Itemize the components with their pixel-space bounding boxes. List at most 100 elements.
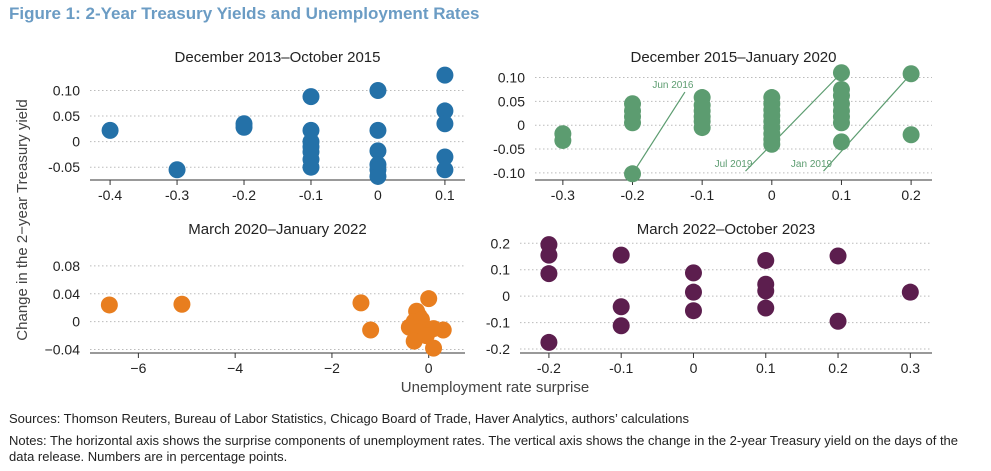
annotation-leader-line bbox=[632, 91, 686, 175]
data-point bbox=[540, 265, 558, 283]
x-tick-label: −2 bbox=[324, 360, 340, 376]
panel-title: December 2013–October 2015 bbox=[175, 49, 381, 66]
data-point bbox=[832, 64, 850, 82]
data-point bbox=[436, 66, 454, 84]
data-point bbox=[757, 251, 775, 269]
data-point bbox=[362, 321, 380, 339]
data-point bbox=[901, 283, 919, 301]
panel-title: March 2020–January 2022 bbox=[188, 221, 366, 238]
data-point bbox=[624, 165, 642, 183]
y-tick-label: 0.10 bbox=[498, 70, 525, 86]
y-tick-label: 0 bbox=[72, 134, 80, 150]
data-point bbox=[100, 296, 118, 314]
y-tick-label: -0.1 bbox=[486, 315, 510, 331]
shared-x-axis-label: Unemployment rate surprise bbox=[401, 379, 589, 396]
panel-title: March 2022–October 2023 bbox=[637, 221, 815, 238]
y-tick-label: 0.08 bbox=[53, 258, 80, 274]
data-point bbox=[829, 247, 847, 265]
data-point bbox=[352, 294, 370, 312]
y-tick-label: 0.05 bbox=[498, 93, 525, 109]
data-point bbox=[101, 121, 119, 139]
y-tick-label: −0.04 bbox=[45, 342, 81, 358]
x-tick-label: -0.2 bbox=[537, 360, 561, 376]
panel-1: December 2013–October 2015-0.0500.050.10… bbox=[48, 49, 465, 203]
data-point bbox=[612, 298, 630, 316]
data-point bbox=[369, 142, 387, 160]
x-tick-label: 0.1 bbox=[435, 187, 455, 203]
x-tick-label: 0.1 bbox=[832, 187, 852, 203]
data-point bbox=[624, 114, 642, 132]
data-point bbox=[832, 114, 850, 132]
x-tick-label: -0.3 bbox=[551, 187, 575, 203]
figure-chart: Change in the 2−year Treasury yield Unem… bbox=[14, 49, 932, 396]
data-point bbox=[369, 167, 387, 185]
data-point bbox=[829, 312, 847, 330]
data-point bbox=[436, 148, 454, 166]
x-tick-label: 0 bbox=[374, 187, 382, 203]
annotation-label: Jan 2019 bbox=[791, 159, 833, 170]
data-point bbox=[612, 246, 630, 264]
panel-2: December 2015–January 2020-0.10-0.0500.0… bbox=[493, 49, 932, 203]
data-point bbox=[902, 65, 920, 83]
annotation-label: Jun 2016 bbox=[652, 80, 694, 91]
y-tick-label: 0.04 bbox=[53, 286, 80, 302]
annotation-label: Jul 2019 bbox=[715, 159, 753, 170]
data-point bbox=[235, 118, 253, 136]
x-tick-label: -0.1 bbox=[299, 187, 323, 203]
x-tick-label: -0.4 bbox=[98, 187, 122, 203]
x-tick-label: -0.3 bbox=[165, 187, 189, 203]
y-tick-label: 0.2 bbox=[491, 235, 511, 251]
data-point bbox=[540, 246, 558, 264]
y-tick-label: 0.10 bbox=[53, 82, 80, 98]
y-tick-label: 0.05 bbox=[53, 108, 80, 124]
x-tick-label: 0.1 bbox=[756, 360, 776, 376]
data-point bbox=[902, 126, 920, 144]
x-tick-label: −4 bbox=[227, 360, 243, 376]
data-point bbox=[684, 264, 702, 282]
x-tick-label: 0.2 bbox=[901, 187, 921, 203]
figure-title: Figure 1: 2-Year Treasury Yields and Une… bbox=[9, 4, 480, 23]
data-point bbox=[420, 290, 438, 308]
annotation-leader-line bbox=[823, 73, 912, 172]
data-point bbox=[425, 339, 443, 357]
data-point bbox=[612, 317, 630, 335]
x-tick-label: -0.2 bbox=[232, 187, 256, 203]
data-point bbox=[436, 161, 454, 179]
x-tick-label: 0.2 bbox=[828, 360, 848, 376]
data-point bbox=[369, 121, 387, 139]
y-tick-label: -0.10 bbox=[493, 165, 525, 181]
data-point bbox=[763, 135, 781, 153]
data-point bbox=[302, 88, 320, 106]
y-tick-label: -0.05 bbox=[48, 159, 80, 175]
panel-4: March 2022–October 2023 -0.2 -0.1 0 0.1 0.2 -0… bbox=[486, 221, 932, 376]
y-tick-label: 0 bbox=[502, 288, 510, 304]
annotation-leader-line bbox=[745, 72, 842, 172]
data-point bbox=[436, 115, 454, 133]
x-tick-label: 0.3 bbox=[901, 360, 921, 376]
y-tick-label: -0.2 bbox=[486, 341, 510, 357]
data-point bbox=[554, 131, 572, 149]
panel-title: December 2015–January 2020 bbox=[631, 49, 837, 66]
x-tick-label: 0 bbox=[768, 187, 776, 203]
data-point bbox=[405, 332, 423, 350]
sources-note: Sources: Thomson Reuters, Bureau of Labo… bbox=[9, 411, 689, 426]
y-tick-label: 0 bbox=[517, 117, 525, 133]
y-tick-label: 0.1 bbox=[491, 262, 511, 278]
data-point bbox=[832, 133, 850, 151]
x-tick-label: 0 bbox=[690, 360, 698, 376]
x-tick-label: 0 bbox=[425, 360, 433, 376]
data-point bbox=[684, 283, 702, 301]
data-point bbox=[436, 102, 454, 120]
y-tick-label: 0 bbox=[72, 314, 80, 330]
y-tick-label: -0.05 bbox=[493, 141, 525, 157]
x-tick-label: -0.1 bbox=[690, 187, 714, 203]
data-point bbox=[168, 161, 186, 179]
data-point bbox=[757, 299, 775, 317]
data-point bbox=[684, 302, 702, 320]
data-point bbox=[693, 119, 711, 137]
data-point bbox=[757, 282, 775, 300]
data-point bbox=[434, 321, 452, 339]
panel-3: March 2020–January 2022 −0.04 0 0.04 0.08 −6 −… bbox=[45, 221, 465, 376]
data-point bbox=[173, 295, 191, 313]
x-tick-label: -0.2 bbox=[620, 187, 644, 203]
